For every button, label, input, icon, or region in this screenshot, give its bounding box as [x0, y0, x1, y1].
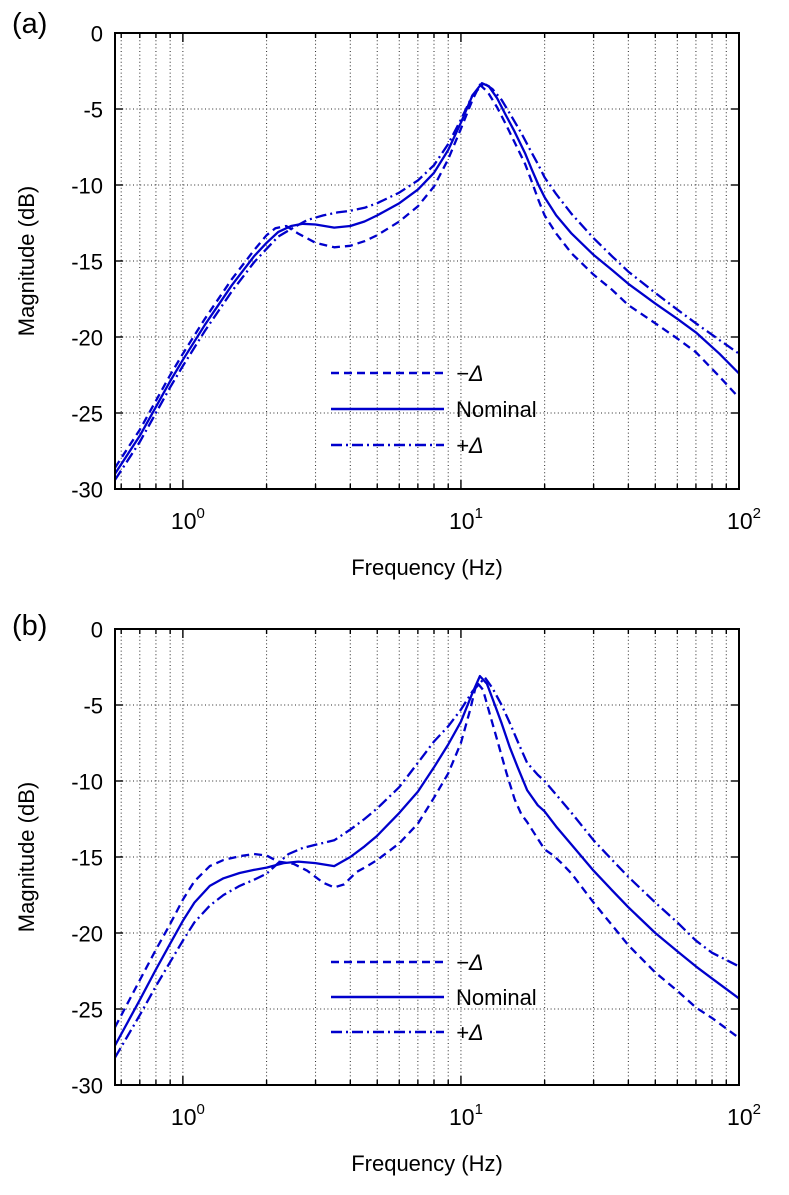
y-tick-label: -15 — [71, 250, 103, 275]
y-tick-label: -20 — [71, 922, 103, 947]
y-tick-label: -25 — [71, 402, 103, 427]
x-tick-label: 102 — [727, 1101, 761, 1130]
x-tick-label: 102 — [727, 505, 761, 534]
y-tick-label: -5 — [83, 98, 103, 123]
plot-box — [114, 628, 740, 1086]
curve-dashdot — [114, 676, 740, 1059]
legend: −Δ Nominal +Δ — [331, 361, 537, 458]
y-tick-label: -25 — [71, 998, 103, 1023]
y-tick-label: 0 — [91, 22, 103, 47]
y-tick-label: -30 — [71, 1074, 103, 1099]
x-tick-label: 101 — [449, 505, 483, 534]
figure-a-label: (a) — [12, 8, 48, 40]
subplot-b: (b) 0 -5 -10 -15 -20 -25 -30 100 101 102 Frequency… — [0, 600, 789, 1195]
figure-b-label: (b) — [12, 610, 48, 642]
bode-magnitude-chart-b: 0 -5 -10 -15 -20 -25 -30 100 101 102 Frequency (Hz… — [14, 618, 761, 1177]
legend-entry-label: −Δ — [456, 950, 484, 975]
subplot-a: (a) 0 -5 -10 -15 -20 -25 -30 100 101 102 Frequency… — [12, 8, 761, 581]
legend-entry-label: +Δ — [456, 1020, 484, 1045]
curve-dashed — [114, 83, 740, 469]
grid — [115, 33, 739, 489]
curves — [113, 674, 740, 1059]
y-tick-label: 0 — [91, 618, 103, 643]
x-tick-label: 100 — [171, 1101, 205, 1130]
legend-entry-label: +Δ — [456, 433, 484, 458]
x-tick-label: 100 — [171, 505, 205, 534]
legend-entry-label: −Δ — [456, 361, 484, 386]
y-tick-label: -10 — [71, 174, 103, 199]
legend: −Δ Nominal +Δ — [331, 950, 537, 1045]
curves — [114, 82, 740, 481]
curve-dashed — [113, 681, 740, 1039]
plot-box — [114, 32, 740, 490]
x-axis-label: Frequency (Hz) — [351, 555, 503, 580]
curve-solid — [113, 674, 740, 1047]
x-tick-label: 101 — [449, 1101, 483, 1130]
legend-entry-label: Nominal — [456, 397, 537, 422]
y-tick-label: -15 — [71, 846, 103, 871]
y-axis-label: Magnitude (dB) — [14, 782, 39, 932]
y-tick-label: -20 — [71, 326, 103, 351]
curve-dashdot — [114, 82, 740, 481]
y-tick-label: -10 — [71, 770, 103, 795]
x-axis-label: Frequency (Hz) — [351, 1151, 503, 1176]
grid — [115, 629, 739, 1085]
curve-solid — [114, 82, 740, 475]
y-tick-label: -30 — [71, 478, 103, 503]
legend-entry-label: Nominal — [456, 985, 537, 1010]
y-tick-label: -5 — [83, 694, 103, 719]
bode-magnitude-chart-a: 0 -5 -10 -15 -20 -25 -30 100 101 102 Frequency (Hz… — [14, 22, 761, 581]
y-axis-label: Magnitude (dB) — [14, 186, 39, 336]
